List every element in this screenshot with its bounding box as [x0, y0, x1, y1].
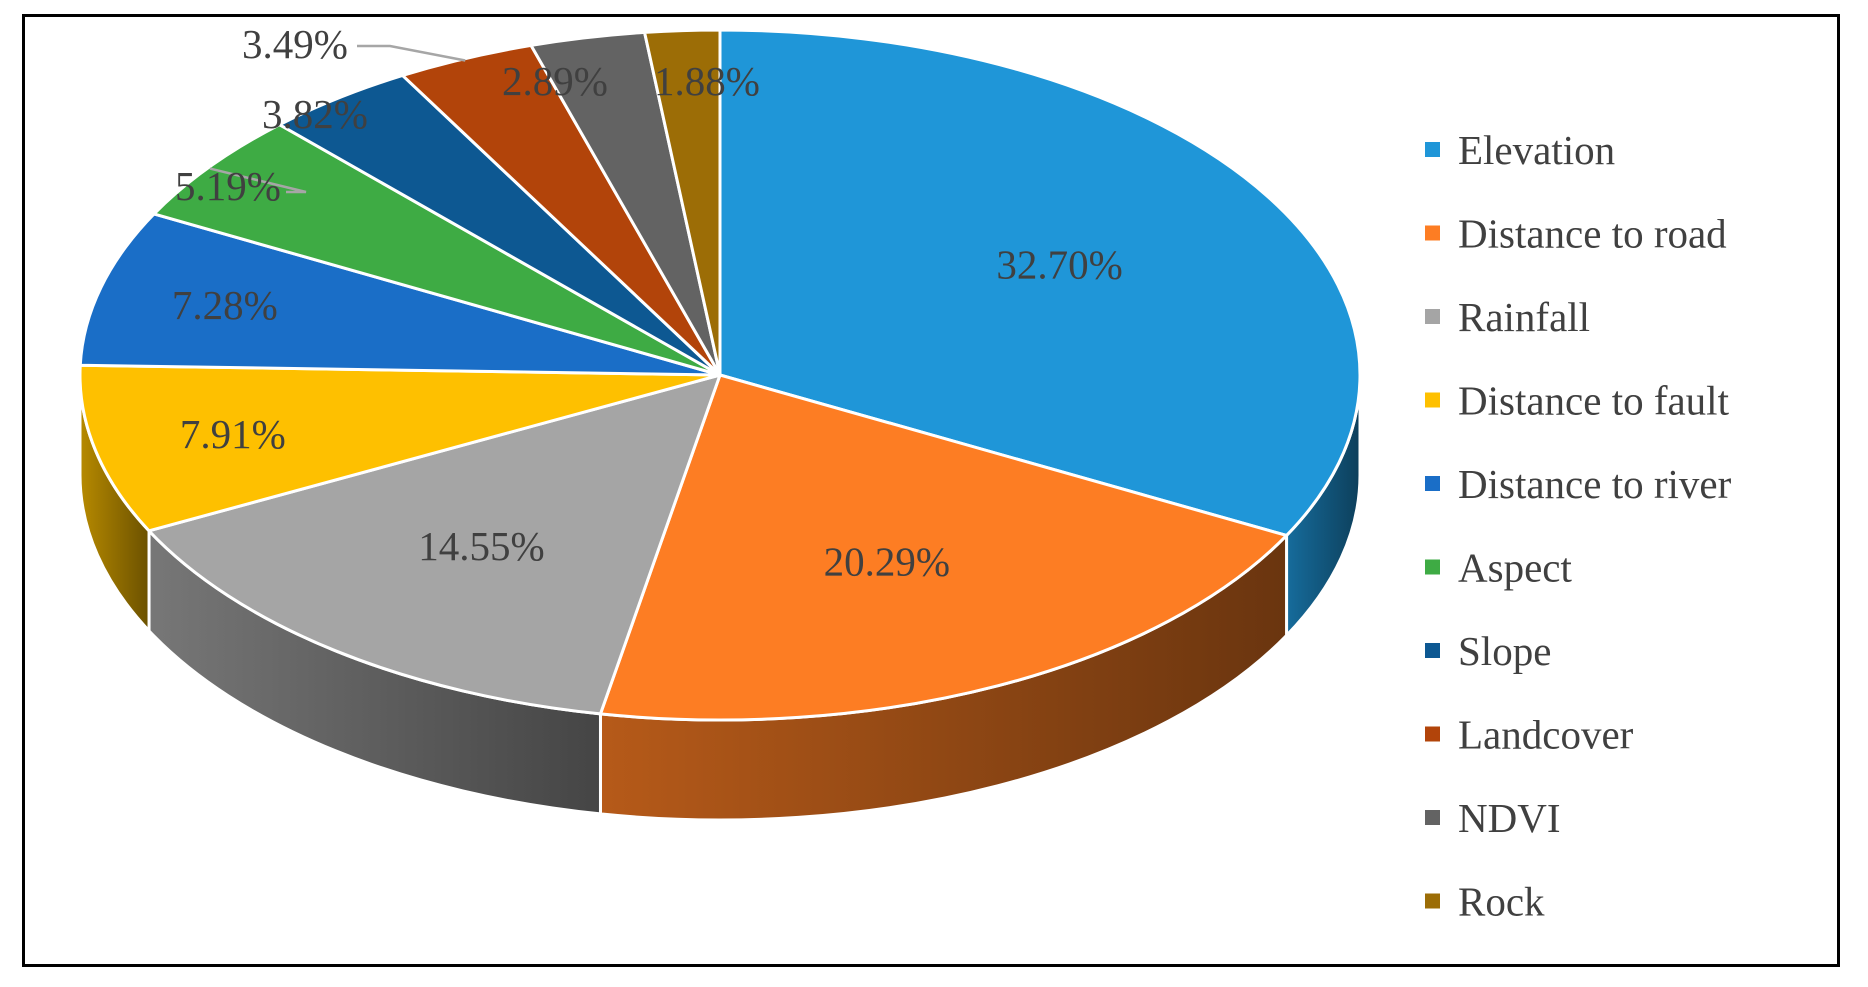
- legend-swatch-distance-to-road: [1425, 225, 1440, 241]
- pie-slice-distance-to-fault: [78, 363, 722, 533]
- legend-label-slope: Slope: [1458, 628, 1551, 674]
- data-label-rock: 1.88%: [654, 58, 760, 104]
- pie-slice-rainfall: [147, 373, 722, 716]
- legend-swatch-aspect: [1425, 559, 1440, 575]
- legend-swatch-distance-to-river: [1425, 476, 1440, 491]
- legend-swatch-slope: [1425, 643, 1440, 658]
- leader-line: [209, 167, 307, 194]
- data-label-landcover: 3.49%: [242, 21, 348, 67]
- data-label-distance-to-fault: 7.91%: [180, 411, 286, 457]
- pie-slice-distance-to-river: [78, 212, 722, 377]
- data-label-rainfall: 14.55%: [418, 523, 544, 569]
- legend-label-rainfall: Rainfall: [1458, 294, 1590, 340]
- data-label-distance-to-river: 7.28%: [172, 282, 278, 328]
- data-label-slope: 3.82%: [262, 91, 368, 137]
- legend-swatch-landcover: [1425, 726, 1440, 742]
- legend-swatch-ndvi: [1425, 810, 1440, 825]
- leader-line: [357, 44, 466, 62]
- legend-label-landcover: Landcover: [1458, 712, 1634, 758]
- legend-label-distance-to-river: Distance to river: [1458, 461, 1732, 507]
- legend-swatch-distance-to-fault: [1425, 392, 1440, 408]
- legend-label-elevation: Elevation: [1458, 127, 1615, 173]
- legend-swatch-rainfall: [1425, 309, 1440, 324]
- pie-slice-rock: [643, 28, 722, 377]
- legend-swatch-elevation: [1425, 142, 1440, 157]
- pie-slice-distance-to-road: [598, 373, 1289, 722]
- legend-label-aspect: Aspect: [1458, 545, 1572, 591]
- pie-slice-elevation: [718, 28, 1362, 537]
- pie-slice-aspect: [152, 123, 722, 377]
- legend-swatch-rock: [1425, 893, 1440, 909]
- legend-label-rock: Rock: [1458, 879, 1545, 925]
- legend-label-ndvi: NDVI: [1458, 795, 1560, 841]
- data-label-elevation: 32.70%: [996, 241, 1122, 287]
- legend-label-distance-to-fault: Distance to fault: [1458, 378, 1730, 424]
- data-label-ndvi: 2.89%: [502, 58, 608, 104]
- data-label-distance-to-road: 20.29%: [824, 538, 950, 584]
- legend-label-distance-to-road: Distance to road: [1458, 211, 1727, 257]
- data-label-aspect: 5.19%: [175, 163, 281, 209]
